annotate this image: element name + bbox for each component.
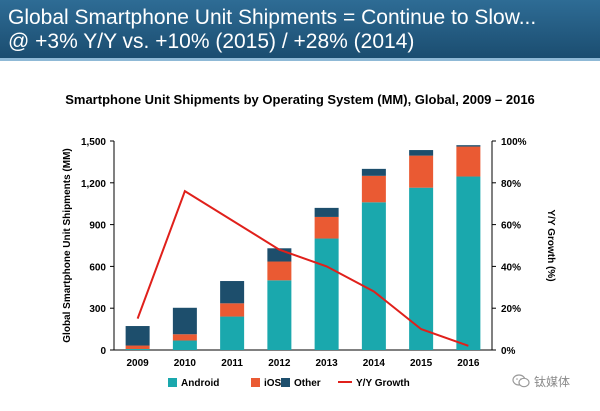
- x-tick-label: 2014: [363, 358, 386, 369]
- bar-other-2010: [172, 307, 197, 335]
- bar-android-2011: [220, 316, 245, 350]
- legend-swatch-ios: [251, 378, 260, 387]
- bar-android-2015: [409, 187, 434, 350]
- banner-divider: [0, 58, 600, 61]
- bar-ios-2015: [409, 155, 434, 188]
- bar-other-2015: [409, 150, 434, 156]
- right-tick-label: 60%: [501, 221, 521, 232]
- left-tick-label: 300: [89, 304, 106, 315]
- x-tick-label: 2016: [457, 358, 480, 369]
- bar-other-2011: [220, 281, 245, 304]
- left-tick-label: 1,500: [81, 137, 106, 148]
- legend-label-ios: iOS: [264, 378, 282, 389]
- bar-ios-2012: [267, 261, 292, 281]
- chart-title: Smartphone Unit Shipments by Operating S…: [65, 92, 535, 107]
- y-axis-title: Global Smartphone Unit Shipments (MM): [62, 148, 73, 342]
- x-tick-label: 2015: [410, 358, 433, 369]
- banner-subheadline: @ +3% Y/Y vs. +10% (2015) / +28% (2014): [8, 30, 415, 53]
- x-tick-label: 2010: [174, 358, 197, 369]
- bar-ios-2009: [125, 345, 150, 350]
- title-banner: Global Smartphone Unit Shipments = Conti…: [0, 0, 600, 58]
- bar-ios-2013: [314, 216, 339, 239]
- x-tick-label: 2013: [316, 358, 339, 369]
- right-tick-label: 100%: [501, 137, 527, 148]
- legend-label-y-y-growth: Y/Y Growth: [356, 378, 410, 389]
- bar-other-2013: [314, 207, 339, 217]
- left-tick-label: 1,200: [81, 179, 106, 190]
- left-tick-label: 900: [89, 221, 106, 232]
- right-tick-label: 40%: [501, 262, 521, 273]
- legend-swatch-other: [281, 378, 290, 387]
- wechat-icon: [512, 374, 530, 388]
- bar-android-2009: [125, 349, 150, 350]
- bar-ios-2010: [172, 334, 197, 341]
- right-tick-label: 20%: [501, 304, 521, 315]
- watermark-text: 钛媒体: [534, 374, 571, 389]
- legend-label-other: Other: [294, 378, 321, 389]
- legend-swatch-android: [168, 378, 177, 387]
- bar-android-2013: [314, 238, 339, 350]
- bar-android-2014: [361, 202, 386, 350]
- growth-line: [136, 189, 469, 347]
- bar-other-2016: [456, 145, 481, 147]
- left-tick-label: 600: [89, 262, 106, 273]
- x-tick-label: 2009: [127, 358, 150, 369]
- bar-android-2016: [456, 176, 481, 350]
- bar-other-2009: [125, 326, 150, 346]
- bar-ios-2014: [361, 175, 386, 203]
- x-tick-label: 2011: [221, 358, 243, 369]
- bar-android-2012: [267, 280, 292, 350]
- y2-axis-title: Y/Y Growth (%): [545, 209, 556, 281]
- watermark: 钛媒体: [512, 370, 598, 392]
- x-tick-label: 2012: [268, 358, 291, 369]
- right-tick-label: 0%: [501, 346, 516, 357]
- legend-label-android: Android: [181, 378, 219, 389]
- bar-other-2014: [361, 168, 386, 176]
- right-tick-label: 80%: [501, 179, 521, 190]
- bar-ios-2011: [220, 303, 245, 317]
- bar-android-2010: [172, 340, 197, 350]
- banner-headline: Global Smartphone Unit Shipments = Conti…: [8, 6, 537, 29]
- bar-ios-2016: [456, 146, 481, 177]
- left-tick-label: 0: [100, 346, 106, 357]
